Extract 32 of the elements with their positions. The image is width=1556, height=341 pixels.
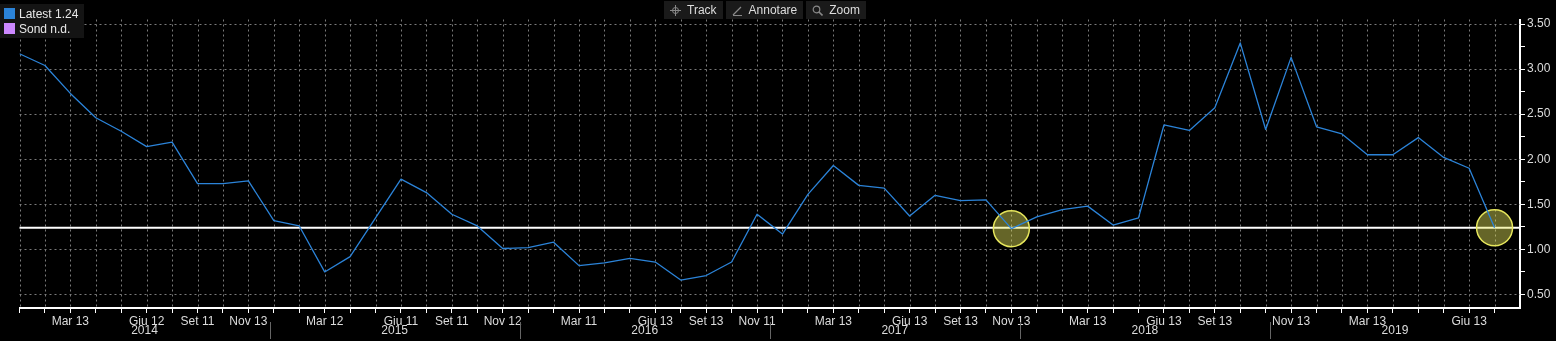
text: 2014 (131, 323, 159, 338)
text: 2018 (1131, 323, 1159, 338)
x-tick-label: Nov 12 (483, 313, 523, 328)
text: 2019 (1381, 323, 1409, 338)
x-tick-label: Mar 13 (51, 313, 90, 328)
legend-label: Latest 1.24 (19, 6, 79, 21)
text: Track (687, 3, 717, 17)
x-tick-label: Giu 13 (1451, 313, 1488, 328)
x-tick-label: Nov 13 (1272, 313, 1311, 328)
x-tick-label: Set 13 (688, 313, 724, 328)
text: 2017 (881, 323, 909, 338)
x-tick-label: Mar 11 (560, 313, 598, 328)
x-tick-label: Mar 13 (814, 313, 853, 328)
y-tick-label: 3.00 (1527, 61, 1551, 76)
y-tick-label: 0.50 (1527, 286, 1551, 301)
y-tick-label: 2.50 (1527, 106, 1551, 121)
text: 2016 (631, 323, 659, 338)
y-tick-label: 2.00 (1527, 151, 1551, 166)
x-tick-label: Mar 13 (1068, 313, 1107, 328)
y-tick-label: 3.50 (1527, 16, 1551, 31)
x-tick-label: Nov 11 (738, 313, 776, 328)
x-tick-label: Set 11 (434, 313, 470, 328)
text: Annotare (748, 3, 798, 17)
y-tick-label: 1.50 (1527, 196, 1551, 211)
legend-label: Sond n.d. (19, 21, 71, 36)
x-tick-label: Set 13 (943, 313, 979, 328)
y-tick-label: 1.00 (1527, 241, 1551, 256)
x-tick-label: Set 11 (180, 313, 215, 328)
x-tick-label: Set 13 (1197, 313, 1233, 328)
x-tick-label: Nov 13 (229, 313, 268, 328)
text: Zoom (829, 3, 860, 17)
x-tick-label: Mar 12 (306, 313, 344, 328)
